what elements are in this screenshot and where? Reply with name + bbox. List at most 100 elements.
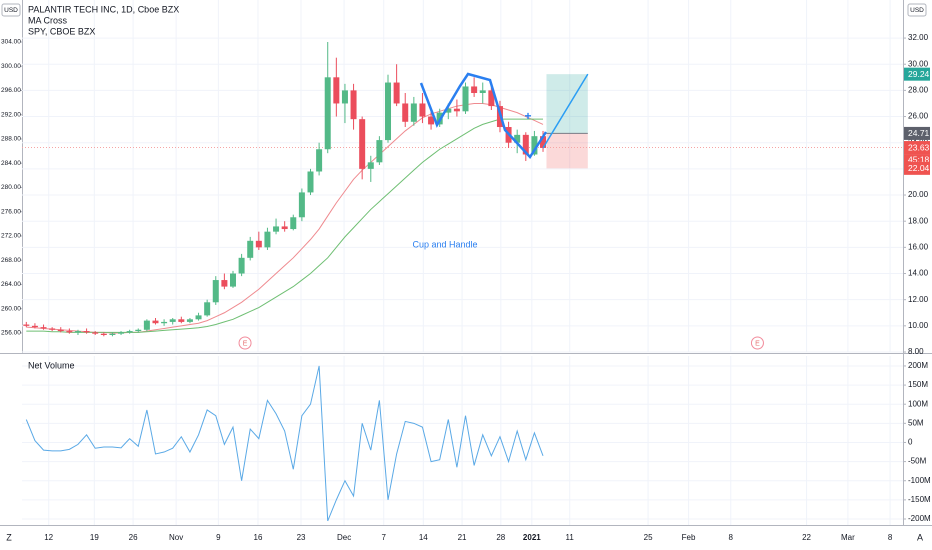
candle-body bbox=[393, 82, 400, 104]
x-tick-label: 22 bbox=[802, 533, 811, 542]
y-tick-label: 50M bbox=[908, 418, 924, 427]
x-tick-label: 8 bbox=[729, 533, 734, 542]
candle-body bbox=[273, 226, 280, 232]
stop-zone bbox=[546, 133, 588, 169]
x-tick-label: Feb bbox=[682, 533, 696, 542]
x-tick-label: 25 bbox=[644, 533, 653, 542]
x-tick-label: 2021 bbox=[523, 533, 541, 542]
candle-body bbox=[316, 149, 323, 172]
candle-body bbox=[531, 136, 538, 155]
candle-body bbox=[229, 273, 236, 287]
y-tick-label: 32.00 bbox=[908, 33, 929, 42]
y2-tick-label: 292.00 bbox=[1, 111, 21, 118]
y-tick-label: 28.00 bbox=[908, 85, 929, 94]
candle-body bbox=[428, 116, 435, 125]
candle-body bbox=[92, 332, 99, 334]
x-tick-label: 9 bbox=[216, 533, 221, 542]
y-tick-label: 12.00 bbox=[908, 295, 929, 304]
y-tick-label: 18.00 bbox=[908, 216, 929, 225]
candle-body bbox=[471, 86, 478, 94]
candle-body bbox=[462, 86, 469, 112]
x-tick-label: 14 bbox=[419, 533, 428, 542]
candle-body bbox=[540, 136, 547, 148]
y-tick-label: 14.00 bbox=[908, 269, 929, 278]
candle-body bbox=[419, 103, 426, 117]
candle-body bbox=[126, 331, 133, 333]
y2-tick-label: 280.00 bbox=[1, 184, 21, 191]
candle-body bbox=[109, 333, 116, 335]
timezone-button[interactable]: Z bbox=[6, 532, 12, 542]
y-tick-label: 100M bbox=[908, 399, 928, 408]
candle-body bbox=[298, 192, 305, 218]
x-tick-label: Dec bbox=[337, 533, 351, 542]
candle-body bbox=[83, 331, 90, 333]
autoscale-button[interactable]: A bbox=[917, 532, 923, 542]
price-tag bbox=[904, 126, 930, 140]
candle-body bbox=[152, 320, 159, 324]
candle-body bbox=[74, 331, 81, 333]
candle-body bbox=[178, 319, 185, 322]
candle-body bbox=[264, 231, 271, 248]
price-tag-label: 24.71 bbox=[908, 128, 930, 138]
candle-body bbox=[169, 319, 176, 322]
price-tag bbox=[904, 67, 930, 81]
candle-body bbox=[204, 302, 211, 316]
candle-body bbox=[290, 217, 297, 230]
candle-body bbox=[479, 90, 486, 94]
candle-body bbox=[522, 134, 529, 155]
chart-title: PALANTIR TECH INC, 1D, Cboe BZX bbox=[28, 4, 179, 14]
y2-tick-label: 276.00 bbox=[1, 208, 21, 215]
earnings-marker bbox=[750, 336, 764, 350]
x-tick-label: Mar bbox=[841, 533, 855, 542]
net-volume-line bbox=[25, 365, 544, 522]
candle-body bbox=[161, 321, 168, 324]
candle-body bbox=[31, 325, 38, 328]
candle-body bbox=[350, 90, 357, 120]
price-tag bbox=[904, 161, 930, 175]
cross-marker: + bbox=[524, 109, 531, 123]
candle-body bbox=[367, 162, 374, 169]
x-tick-label: 16 bbox=[254, 533, 263, 542]
candle-body bbox=[514, 134, 521, 143]
x-tick-label: 23 bbox=[297, 533, 306, 542]
currency-left: USD bbox=[4, 7, 18, 14]
x-tick-label: 7 bbox=[381, 533, 386, 542]
x-tick-label: 26 bbox=[129, 533, 138, 542]
candle-body bbox=[376, 140, 383, 163]
candle-body bbox=[255, 240, 262, 248]
candle-body bbox=[359, 119, 366, 169]
y-tick-label: 30.00 bbox=[908, 59, 929, 68]
candle-body bbox=[307, 171, 314, 193]
y-tick-label: -150M bbox=[908, 495, 931, 504]
cup-handle-drawing bbox=[419, 72, 548, 160]
y-tick-label: -50M bbox=[908, 457, 927, 466]
y2-tick-label: 304.00 bbox=[1, 39, 21, 46]
y2-tick-label: 256.00 bbox=[1, 330, 21, 337]
x-tick-label: 8 bbox=[888, 533, 893, 542]
y2-tick-label: 296.00 bbox=[1, 87, 21, 94]
candle-body bbox=[221, 280, 228, 287]
candle-body bbox=[40, 327, 47, 329]
candle-body bbox=[143, 320, 150, 330]
y-tick-label: 26.00 bbox=[908, 112, 929, 121]
x-tick-label: 28 bbox=[496, 533, 505, 542]
y2-tick-label: 264.00 bbox=[1, 281, 21, 288]
countdown-tag bbox=[904, 154, 930, 166]
candle-body bbox=[333, 77, 340, 104]
y2-tick-label: 260.00 bbox=[1, 305, 21, 312]
projection-line bbox=[542, 73, 589, 149]
candle-body bbox=[324, 77, 331, 150]
candle-body bbox=[341, 90, 348, 104]
y-tick-label: -100M bbox=[908, 476, 931, 485]
x-tick-label: 12 bbox=[44, 533, 53, 542]
price-tag-label: 22.04 bbox=[908, 163, 930, 173]
moving-average bbox=[26, 118, 544, 333]
currency-badge[interactable] bbox=[1, 3, 21, 17]
x-tick-label: 19 bbox=[90, 533, 99, 542]
candle-body bbox=[453, 108, 460, 112]
currency-badge[interactable] bbox=[907, 3, 927, 17]
overlay: + Cup and Handle PALANTIR TECH INC, 1D, … bbox=[1, 3, 927, 542]
